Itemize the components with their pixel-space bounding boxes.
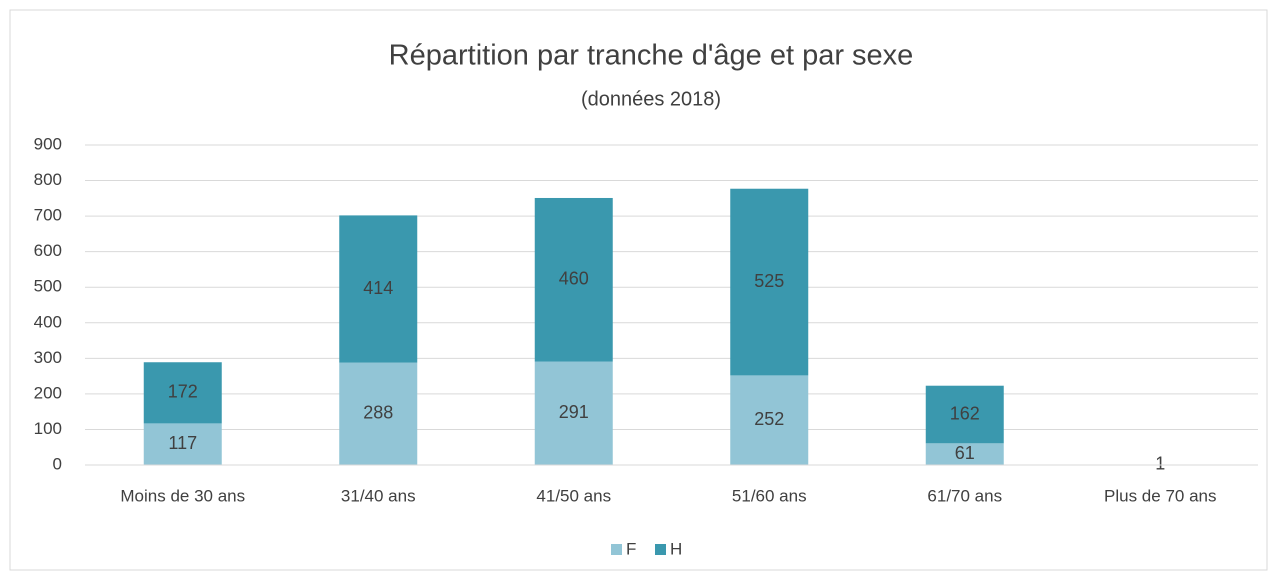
x-tick-label: 51/60 ans (732, 486, 807, 505)
y-tick-label: 300 (34, 348, 62, 367)
y-tick-label: 900 (34, 134, 62, 153)
y-tick-label: 700 (34, 206, 62, 225)
y-tick-label: 200 (34, 383, 62, 402)
data-label: 252 (754, 409, 784, 429)
y-tick-label: 0 (53, 454, 62, 473)
y-tick-label: 500 (34, 277, 62, 296)
data-label: 61 (955, 443, 975, 463)
data-label: 288 (363, 403, 393, 423)
x-tick-label: 31/40 ans (341, 486, 416, 505)
bar-segment (339, 215, 418, 363)
x-tick-label: 41/50 ans (536, 486, 611, 505)
bar-segment (339, 362, 418, 465)
bar-segment (730, 188, 809, 376)
y-tick-label: 600 (34, 241, 62, 260)
bar-segment (730, 375, 809, 465)
data-label: 525 (754, 271, 784, 291)
chart-subtitle: (données 2018) (581, 88, 721, 110)
data-label: 117 (168, 433, 197, 453)
bar-segment (925, 385, 1004, 444)
y-tick-label: 800 (34, 170, 62, 189)
chart-border (9, 9, 1268, 571)
bar-segment (534, 197, 613, 362)
legend-label: H (670, 539, 682, 558)
x-tick-label: Moins de 30 ans (120, 486, 245, 505)
legend-swatch (655, 544, 666, 555)
data-label: 162 (950, 403, 980, 423)
y-tick-label: 400 (34, 312, 62, 331)
x-tick-label: 61/70 ans (927, 486, 1002, 505)
bar-segment (143, 423, 222, 465)
legend-label: F (626, 539, 636, 558)
bar-segment (143, 362, 222, 424)
bar-segment (534, 361, 613, 465)
x-tick-label: Plus de 70 ans (1104, 486, 1216, 505)
data-label: 291 (559, 402, 589, 422)
legend-swatch (611, 544, 622, 555)
chart-title: Répartition par tranche d'âge et par sex… (389, 40, 914, 72)
data-label: 460 (559, 269, 589, 289)
data-label: 414 (363, 278, 393, 298)
bar-segment (925, 443, 1004, 465)
y-tick-label: 100 (34, 419, 62, 438)
data-label: 1 (1155, 454, 1165, 474)
data-label: 172 (168, 382, 198, 402)
